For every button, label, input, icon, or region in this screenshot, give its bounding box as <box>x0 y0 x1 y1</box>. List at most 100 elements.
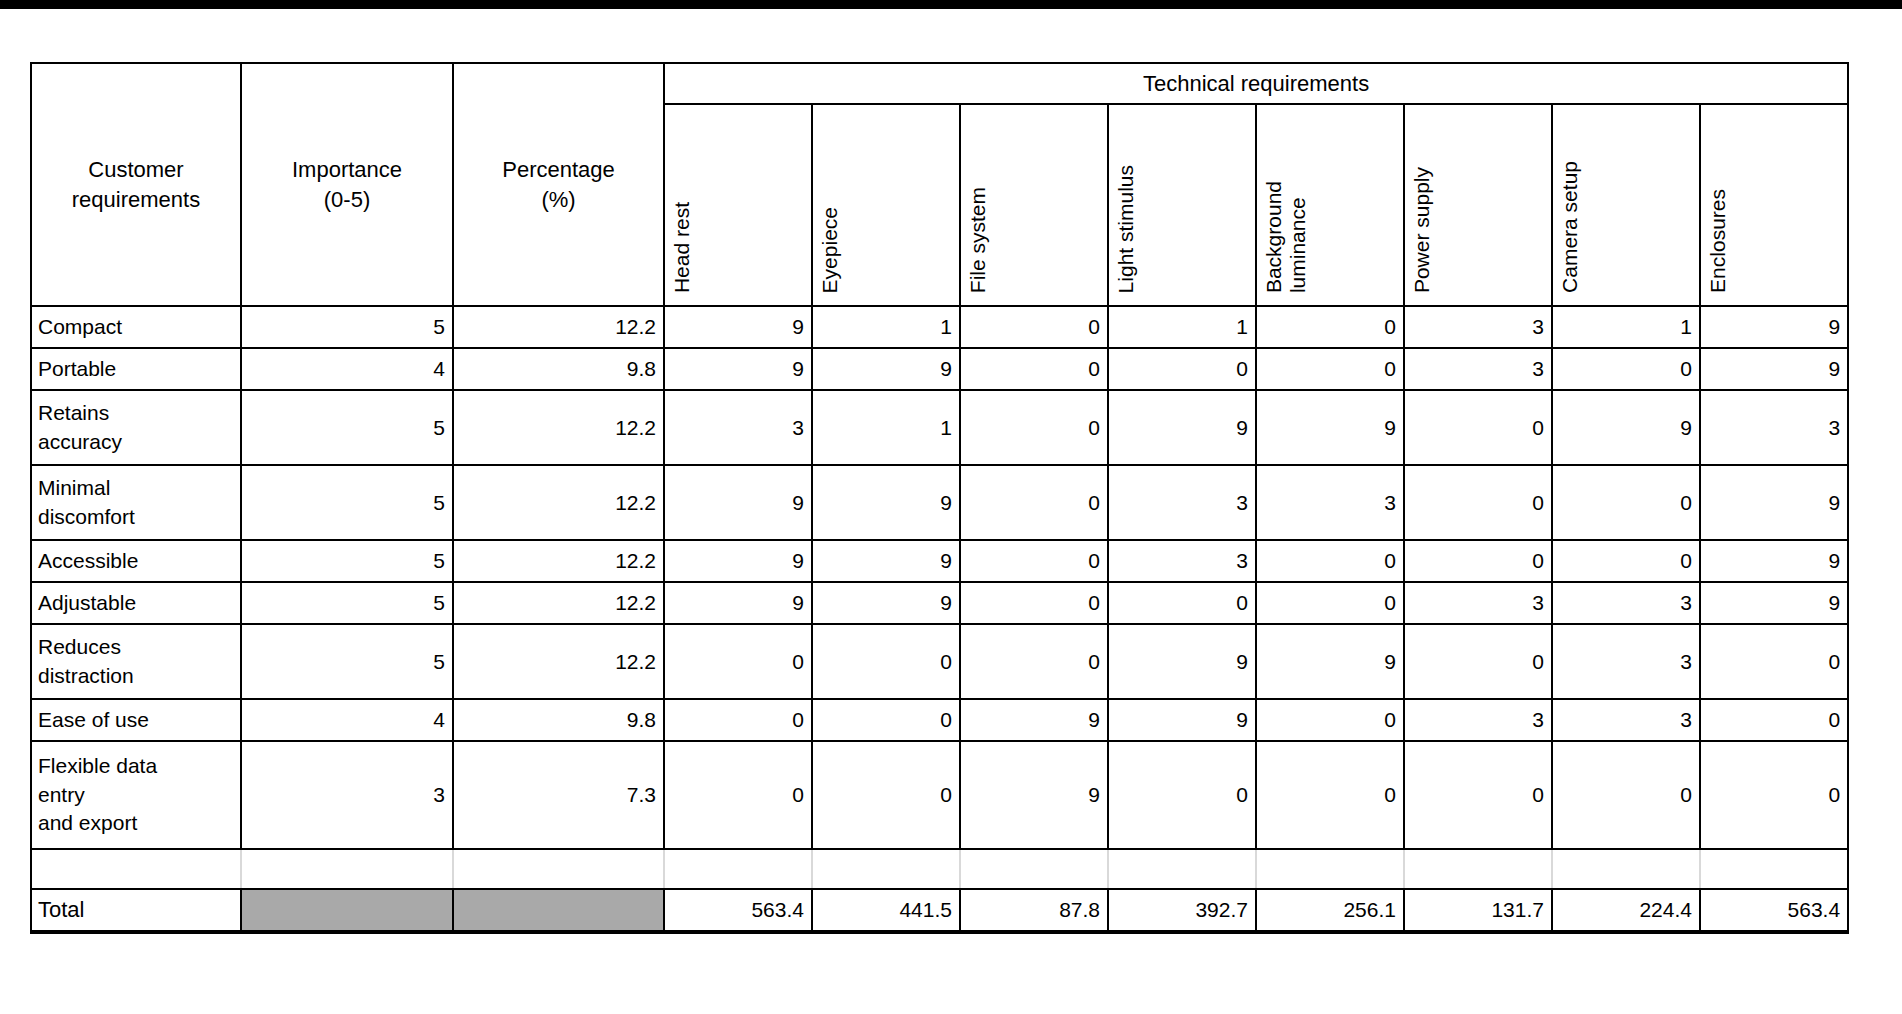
value-cell: 0 <box>812 624 960 699</box>
table-row: Accessible 5 12.2 9 9 0 3 0 0 0 9 <box>31 540 1848 582</box>
table-row: Portable 4 9.8 9 9 0 0 0 3 0 9 <box>31 348 1848 390</box>
total-value-cell: 563.4 <box>1700 889 1848 932</box>
value-cell: 3 <box>1404 582 1552 624</box>
value-cell: 0 <box>1404 465 1552 540</box>
value-cell: 9 <box>664 465 812 540</box>
tech-column-eyepiece: Eyepiece <box>812 104 960 306</box>
spacer-row <box>31 849 1848 889</box>
value-cell: 0 <box>960 624 1108 699</box>
value-cell: 0 <box>812 699 960 741</box>
total-value-cell: 87.8 <box>960 889 1108 932</box>
value-cell: 9 <box>1108 624 1256 699</box>
value-cell: 9 <box>1256 390 1404 465</box>
spacer-cell <box>960 849 1108 889</box>
spacer-cell <box>1404 849 1552 889</box>
value-cell: 0 <box>1256 741 1404 849</box>
importance-cell: 5 <box>241 306 453 348</box>
tech-column-enclosures: Enclosures <box>1700 104 1848 306</box>
total-value-cell: 441.5 <box>812 889 960 932</box>
value-cell: 9 <box>1700 465 1848 540</box>
tech-column-label: Light stimulus <box>1114 165 1138 293</box>
spacer-cell <box>1256 849 1404 889</box>
table-row: Flexible data entry and export 3 7.3 0 0… <box>31 741 1848 849</box>
spacer-cell <box>453 849 664 889</box>
tech-column-label: Head rest <box>670 202 694 293</box>
total-percentage-shaded-cell <box>453 889 664 932</box>
value-cell: 0 <box>960 390 1108 465</box>
percentage-header: Percentage (%) <box>453 63 664 306</box>
percentage-cell: 12.2 <box>453 390 664 465</box>
tech-column-light-stimulus: Light stimulus <box>1108 104 1256 306</box>
importance-cell: 5 <box>241 465 453 540</box>
value-cell: 0 <box>960 465 1108 540</box>
total-label: Total <box>31 889 241 932</box>
customer-requirements-header: Customer requirements <box>31 63 241 306</box>
value-cell: 0 <box>1552 540 1700 582</box>
percentage-cell: 7.3 <box>453 741 664 849</box>
tech-column-label: Eyepiece <box>818 207 842 293</box>
row-label: Minimal discomfort <box>31 465 241 540</box>
header-row-band: Customer requirements Importance (0-5) P… <box>31 63 1848 104</box>
row-label: Compact <box>31 306 241 348</box>
value-cell: 9 <box>1256 624 1404 699</box>
importance-header: Importance (0-5) <box>241 63 453 306</box>
table-row: Ease of use 4 9.8 0 0 9 9 0 3 3 0 <box>31 699 1848 741</box>
value-cell: 9 <box>812 540 960 582</box>
value-cell: 3 <box>1552 699 1700 741</box>
tech-column-label: Enclosures <box>1706 189 1730 293</box>
value-cell: 9 <box>960 699 1108 741</box>
value-cell: 9 <box>1700 306 1848 348</box>
value-cell: 0 <box>960 348 1108 390</box>
spacer-cell <box>1700 849 1848 889</box>
value-cell: 3 <box>1404 348 1552 390</box>
total-value-cell: 256.1 <box>1256 889 1404 932</box>
percentage-cell: 9.8 <box>453 348 664 390</box>
qfd-requirements-table: Customer requirements Importance (0-5) P… <box>30 62 1849 934</box>
value-cell: 1 <box>812 306 960 348</box>
value-cell: 0 <box>1404 390 1552 465</box>
value-cell: 0 <box>664 699 812 741</box>
value-cell: 0 <box>1256 582 1404 624</box>
value-cell: 0 <box>812 741 960 849</box>
top-bar <box>0 0 1902 9</box>
row-label: Retains accuracy <box>31 390 241 465</box>
value-cell: 0 <box>960 582 1108 624</box>
value-cell: 3 <box>664 390 812 465</box>
importance-cell: 4 <box>241 699 453 741</box>
value-cell: 0 <box>1552 348 1700 390</box>
value-cell: 9 <box>812 348 960 390</box>
percentage-cell: 9.8 <box>453 699 664 741</box>
value-cell: 0 <box>664 741 812 849</box>
value-cell: 0 <box>1108 741 1256 849</box>
table-row: Reduces distraction 5 12.2 0 0 0 9 9 0 3… <box>31 624 1848 699</box>
spacer-cell <box>812 849 960 889</box>
importance-cell: 3 <box>241 741 453 849</box>
percentage-cell: 12.2 <box>453 624 664 699</box>
tech-column-background-luminance: Background luminance <box>1256 104 1404 306</box>
importance-cell: 4 <box>241 348 453 390</box>
value-cell: 3 <box>1108 540 1256 582</box>
value-cell: 9 <box>664 540 812 582</box>
value-cell: 9 <box>812 582 960 624</box>
total-value-cell: 224.4 <box>1552 889 1700 932</box>
value-cell: 0 <box>1256 540 1404 582</box>
importance-cell: 5 <box>241 390 453 465</box>
spacer-cell <box>664 849 812 889</box>
value-cell: 9 <box>664 306 812 348</box>
value-cell: 9 <box>664 582 812 624</box>
value-cell: 9 <box>960 741 1108 849</box>
value-cell: 9 <box>1108 390 1256 465</box>
total-importance-shaded-cell <box>241 889 453 932</box>
value-cell: 9 <box>1700 348 1848 390</box>
percentage-cell: 12.2 <box>453 306 664 348</box>
value-cell: 0 <box>960 306 1108 348</box>
value-cell: 1 <box>1108 306 1256 348</box>
technical-requirements-header: Technical requirements <box>664 63 1848 104</box>
importance-cell: 5 <box>241 582 453 624</box>
tech-column-label: File system <box>966 187 990 293</box>
percentage-cell: 12.2 <box>453 465 664 540</box>
tech-column-file-system: File system <box>960 104 1108 306</box>
value-cell: 9 <box>1700 540 1848 582</box>
tech-column-camera-setup: Camera setup <box>1552 104 1700 306</box>
value-cell: 0 <box>1552 741 1700 849</box>
